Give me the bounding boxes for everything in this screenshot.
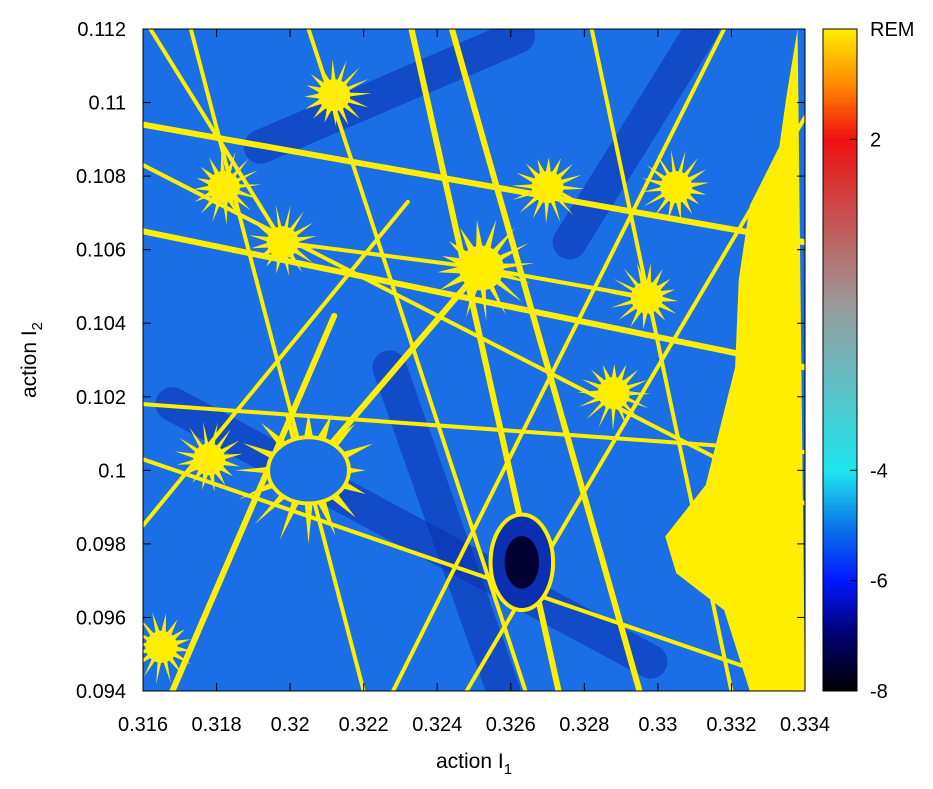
heatmap-plot [143, 29, 805, 691]
x-tick-label: 0.322 [339, 714, 389, 736]
x-tick-label: 0.33 [638, 714, 677, 736]
colorbar-frame [822, 28, 858, 692]
x-tick-label: 0.332 [706, 714, 756, 736]
resonance-node-core [193, 443, 226, 476]
x-tick-label: 0.328 [559, 714, 609, 736]
colorbar-title: REM [870, 19, 914, 41]
y-tick-label: 0.102 [76, 387, 126, 409]
x-tick-label: 0.316 [118, 714, 168, 736]
y-tick-label: 0.108 [76, 166, 126, 188]
dark-band [372, 350, 521, 691]
resonance-line [280, 240, 484, 271]
x-tick-label: 0.324 [412, 714, 462, 736]
stable-island [266, 435, 351, 506]
colorbar-tick-label: -6 [870, 571, 888, 593]
dark-band [243, 29, 536, 164]
resonance-line [391, 29, 727, 691]
y-axis-label: action I2 [18, 322, 46, 398]
y-tick-label: 0.112 [77, 19, 126, 41]
plot-frame [142, 28, 806, 692]
resonance-line [143, 121, 805, 246]
resonance-node-core [660, 171, 693, 204]
resonance-node-core [266, 226, 299, 259]
y-tick-label: 0.11 [89, 93, 126, 115]
resonance-line [143, 199, 410, 528]
y-axis-ticks: 0.094 0.096 0.098 0.1 0.102 0.104 0.106 0.108 0.… [76, 19, 805, 703]
y-tick-label: 0.104 [76, 313, 126, 335]
x-tick-label: 0.334 [780, 714, 830, 736]
colorbar-ticks: 2 -4 -6 -8 [850, 129, 888, 703]
x-axis-ticks: 0.316 0.318 0.32 0.322 0.324 0.326 0.328 0.33 0.… [118, 29, 830, 736]
resonance-line [448, 29, 643, 691]
resonance-node-core [458, 245, 504, 291]
resonance-node-core [207, 171, 240, 204]
x-tick-label: 0.318 [192, 714, 242, 736]
x-axis-label: action I1 [436, 750, 512, 778]
x-tick-label: 0.32 [271, 714, 310, 736]
y-axis-label-main: action I [18, 330, 41, 398]
colorbar-gradient [823, 29, 857, 691]
x-axis-label-main: action I [436, 750, 504, 773]
resonance-line [143, 402, 805, 454]
colorbar-tick-label: -4 [870, 460, 888, 482]
colorbar: REM 2 -4 -6 -8 [822, 19, 914, 703]
y-tick-label: 0.094 [76, 681, 126, 703]
y-tick-label: 0.106 [76, 240, 126, 262]
y-tick-label: 0.096 [76, 607, 126, 629]
colorbar-tick-label: 2 [870, 129, 881, 151]
x-axis-label-subscript: 1 [504, 761, 512, 778]
stable-island-core [504, 535, 540, 589]
colorbar-tick-label: -8 [870, 681, 888, 703]
regular-region-edge [665, 29, 805, 691]
resonance-line [148, 29, 285, 245]
y-axis-label-subscript: 2 [29, 322, 46, 330]
resonance-node-core [597, 377, 630, 410]
x-tick-label: 0.326 [486, 714, 536, 736]
y-tick-label: 0.098 [76, 534, 126, 556]
resonance-line [169, 312, 338, 691]
resonance-node-core [318, 79, 351, 112]
resonance-line [306, 29, 528, 691]
resonance-node-core [630, 281, 663, 314]
resonance-line [143, 163, 805, 506]
y-tick-label: 0.1 [98, 460, 126, 482]
resonance-node-core [145, 630, 178, 663]
resonance-node-core [531, 171, 564, 204]
resonance-line [479, 266, 649, 300]
